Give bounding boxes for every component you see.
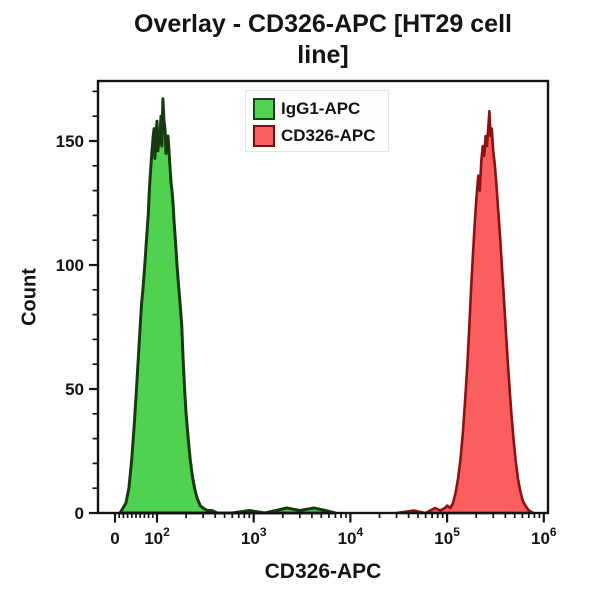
chart-title-line-1: Overlay - CD326-APC [HT29 cell xyxy=(134,10,512,38)
legend-item-igg1: IgG1-APC xyxy=(253,95,388,122)
legend-item-cd326: CD326-APC xyxy=(253,122,388,149)
svg-text:106: 106 xyxy=(531,525,557,548)
y-axis-label: Count xyxy=(18,268,41,326)
svg-text:105: 105 xyxy=(434,525,460,548)
svg-text:150: 150 xyxy=(56,132,84,151)
svg-text:0: 0 xyxy=(75,504,84,523)
legend: IgG1-APC CD326-APC xyxy=(245,90,389,152)
svg-text:104: 104 xyxy=(338,525,364,548)
svg-text:100: 100 xyxy=(56,256,84,275)
svg-text:102: 102 xyxy=(144,525,170,548)
legend-swatch-cd326-icon xyxy=(253,124,275,147)
legend-label-igg1: IgG1-APC xyxy=(281,98,361,118)
legend-label-cd326: CD326-APC xyxy=(281,125,376,145)
svg-text:50: 50 xyxy=(65,380,84,399)
x-axis-label: CD326-APC xyxy=(264,560,382,583)
chart-title: Overlay - CD326-APC [HT29 cell line] xyxy=(103,9,543,71)
svg-text:103: 103 xyxy=(241,525,267,548)
legend-swatch-igg1-icon xyxy=(253,97,275,120)
svg-text:0: 0 xyxy=(110,529,119,548)
chart-title-line-2: line] xyxy=(297,41,349,69)
